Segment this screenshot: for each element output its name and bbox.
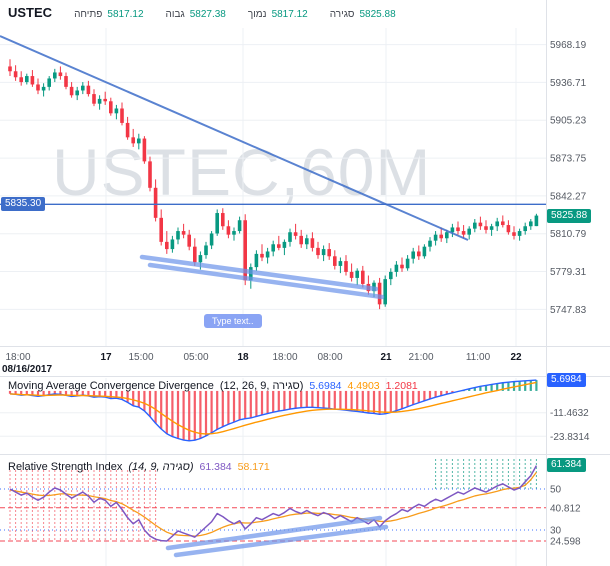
ohlc-close: סגירה 5825.88 <box>330 9 396 20</box>
symbol-info-bar: USTEC פתיחה 5817.12 גבוה 5827.38 נמוך 58… <box>8 5 396 20</box>
macd-line-value: 5.6984 <box>309 380 342 392</box>
svg-text:15:00: 15:00 <box>128 352 153 363</box>
price-line-badge[interactable]: 5835.30 <box>1 197 46 211</box>
rsi-title-name: Relative Strength Index <box>8 461 123 473</box>
svg-text:5747.83: 5747.83 <box>550 305 587 316</box>
last-price-badge: 5825.88 <box>547 209 592 223</box>
macd-pane-title[interactable]: Moving Average Convergence Divergence (1… <box>8 380 418 392</box>
open-label: פתיחה <box>74 9 103 20</box>
svg-text:5905.23: 5905.23 <box>550 116 587 127</box>
macd-histogram-value: 1.2081 <box>385 380 418 392</box>
svg-text:-23.8314: -23.8314 <box>550 432 590 443</box>
low-label: נמוך <box>247 9 267 20</box>
candlestick-series <box>8 59 539 310</box>
svg-text:24.598: 24.598 <box>550 537 581 548</box>
time-axis-labels: 18:00 17 15:00 05:00 18 18:00 08:00 21 21:00 11:0… <box>2 352 522 375</box>
svg-text:21:00: 21:00 <box>408 352 433 363</box>
rsi-pane-title[interactable]: Relative Strength Index (14, 9, סגירה) 6… <box>8 461 270 473</box>
rsi-ma-value: 58.171 <box>237 461 270 473</box>
svg-text:08:00: 08:00 <box>317 352 342 363</box>
close-label: סגירה <box>329 9 355 20</box>
rsi-value: 61.384 <box>199 461 232 473</box>
svg-text:08/16/2017: 08/16/2017 <box>2 364 52 375</box>
price-axis-labels: 5968.19 5936.71 5905.23 5873.75 5842.27 5810.… <box>550 40 587 316</box>
svg-text:5779.31: 5779.31 <box>550 267 587 278</box>
high-value: 5827.38 <box>189 9 226 20</box>
svg-text:21: 21 <box>380 352 392 363</box>
price-channel-drawing[interactable] <box>139 254 385 300</box>
macd-value-badge: 5.6984 <box>547 373 586 387</box>
rsi-oversold-strokes <box>9 470 157 542</box>
rsi-ma-line <box>9 471 537 537</box>
low-value: 5817.12 <box>271 9 308 20</box>
macd-axis-labels: -11.4632 -23.8314 <box>550 408 590 443</box>
svg-text:18:00: 18:00 <box>272 352 297 363</box>
svg-text:22: 22 <box>510 352 522 363</box>
svg-text:18: 18 <box>237 352 249 363</box>
text-annotation-pill[interactable]: Type text.. <box>204 314 262 328</box>
svg-text:5936.71: 5936.71 <box>550 78 587 89</box>
macd-signal-line <box>9 381 537 435</box>
ohlc-low: נמוך 5817.12 <box>248 9 308 20</box>
svg-text:5873.75: 5873.75 <box>550 154 587 165</box>
macd-title-params: (12, 26, 9, סגירה) <box>219 380 304 392</box>
grid <box>0 28 546 566</box>
macd-title-name: Moving Average Convergence Divergence <box>8 380 214 392</box>
svg-text:30: 30 <box>550 525 562 536</box>
ohlc-high: גבוה 5827.38 <box>166 9 226 20</box>
macd-histogram <box>8 380 538 441</box>
close-value: 5825.88 <box>359 9 396 20</box>
rsi-line <box>9 465 538 542</box>
svg-text:50: 50 <box>550 484 562 495</box>
rsi-value-badge: 61.384 <box>547 458 586 472</box>
svg-text:18:00: 18:00 <box>5 352 30 363</box>
svg-text:05:00: 05:00 <box>183 352 208 363</box>
open-value: 5817.12 <box>107 9 144 20</box>
svg-text:5842.27: 5842.27 <box>550 191 587 202</box>
rsi-channel-drawing[interactable] <box>165 515 389 558</box>
rsi-title-params: (14, 9, סגירה) <box>128 461 194 473</box>
svg-text:5810.79: 5810.79 <box>550 229 587 240</box>
svg-text:5968.19: 5968.19 <box>550 40 587 51</box>
svg-text:17: 17 <box>100 352 112 363</box>
high-label: גבוה <box>165 9 185 20</box>
ohlc-open: פתיחה 5817.12 <box>74 9 143 20</box>
svg-text:40.812: 40.812 <box>550 503 581 514</box>
svg-text:-11.4632: -11.4632 <box>550 408 589 419</box>
macd-signal-value: 4.4903 <box>347 380 380 392</box>
descending-trendline[interactable] <box>0 35 469 241</box>
macd-line <box>9 379 537 442</box>
svg-text:11:00: 11:00 <box>466 352 491 363</box>
symbol-name[interactable]: USTEC <box>8 5 53 20</box>
